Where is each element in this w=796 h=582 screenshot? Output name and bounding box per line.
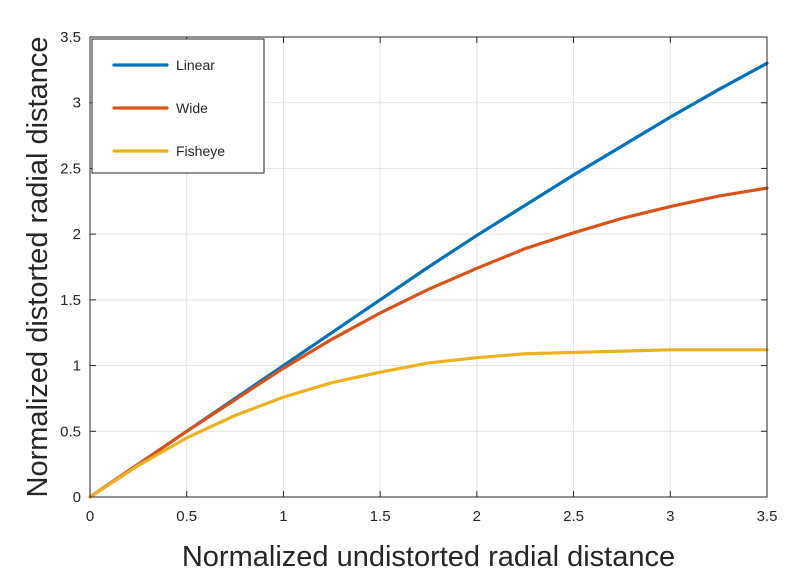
x-tick-label-2: 1: [279, 508, 287, 525]
x-tick-label-4: 2: [473, 508, 481, 525]
axes: [89, 36, 768, 498]
axes-box: [89, 36, 768, 498]
y-tick-label-3: 1.5: [60, 292, 81, 309]
y-tick-label-2: 1: [73, 358, 81, 375]
series-line-wide: [88, 186, 769, 499]
y-tick-label-6: 3: [73, 95, 81, 112]
legend-label-wide: Wide: [176, 100, 208, 116]
legend: Linear Wide Fisheye: [91, 38, 265, 174]
y-tick-label-5: 2.5: [60, 160, 81, 177]
y-axis-title: Normalized distorted radial distance: [22, 37, 54, 498]
y-axis-ticks: 0 0.5 1 1.5 2 2.5 3 3.5: [60, 29, 767, 506]
x-axis-title: Normalized undistorted radial distance: [182, 541, 675, 573]
x-tick-label-0: 0: [86, 508, 94, 525]
y-tick-label-4: 2: [73, 226, 81, 243]
x-tick-label-5: 2.5: [563, 508, 584, 525]
x-tick-label-1: 0.5: [176, 508, 197, 525]
series-line-fisheye: [88, 348, 769, 499]
y-tick-label-7: 3.5: [60, 29, 81, 46]
y-tick-label-1: 0.5: [60, 423, 81, 440]
x-axis-ticks: 0 0.5 1 1.5 2 2.5 3 3.5: [86, 37, 778, 525]
x-tick-label-3: 1.5: [370, 508, 391, 525]
x-tick-label-7: 3.5: [757, 508, 778, 525]
legend-label-fisheye: Fisheye: [176, 143, 225, 159]
legend-label-linear: Linear: [176, 57, 215, 73]
y-tick-label-0: 0: [73, 489, 81, 506]
plot-series: [88, 61, 769, 499]
x-tick-label-6: 3: [666, 508, 674, 525]
